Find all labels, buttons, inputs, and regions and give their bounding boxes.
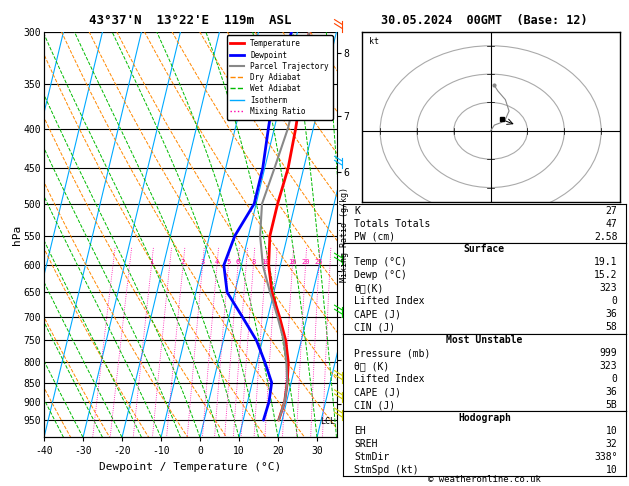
Text: 32: 32 [606,439,617,449]
Text: Lifted Index: Lifted Index [354,374,425,384]
Text: CAPE (J): CAPE (J) [354,387,401,397]
Text: CIN (J): CIN (J) [354,400,395,410]
Text: Pressure (mb): Pressure (mb) [354,348,430,358]
Text: 2.58: 2.58 [594,231,617,242]
Text: StmDir: StmDir [354,452,389,462]
Text: SREH: SREH [354,439,377,449]
Text: θᴇ(K): θᴇ(K) [354,283,384,294]
Text: 3: 3 [201,259,204,265]
Text: 0: 0 [611,296,617,306]
Text: 15.2: 15.2 [594,270,617,280]
Text: 19.1: 19.1 [594,258,617,267]
Text: 999: 999 [599,348,617,358]
Text: Totals Totals: Totals Totals [354,219,430,228]
Text: PW (cm): PW (cm) [354,231,395,242]
Text: EH: EH [354,426,366,436]
Text: Mixing Ratio (g/kg): Mixing Ratio (g/kg) [340,187,348,282]
Text: 8: 8 [251,259,255,265]
Text: θᴇ (K): θᴇ (K) [354,361,389,371]
Text: 36: 36 [606,387,617,397]
Y-axis label: km
ASL: km ASL [360,213,377,235]
Text: StmSpd (kt): StmSpd (kt) [354,465,419,475]
Legend: Temperature, Dewpoint, Parcel Trajectory, Dry Adiabat, Wet Adiabat, Isotherm, Mi: Temperature, Dewpoint, Parcel Trajectory… [226,35,333,120]
Text: 47: 47 [606,219,617,228]
Text: 6: 6 [236,259,240,265]
Text: Temp (°C): Temp (°C) [354,258,407,267]
Text: 2: 2 [181,259,185,265]
Text: Lifted Index: Lifted Index [354,296,425,306]
Text: 10: 10 [606,426,617,436]
X-axis label: Dewpoint / Temperature (°C): Dewpoint / Temperature (°C) [99,462,281,472]
Text: 0: 0 [611,374,617,384]
Text: 30.05.2024  00GMT  (Base: 12): 30.05.2024 00GMT (Base: 12) [381,14,587,27]
Text: LCL: LCL [320,417,335,426]
Text: 5: 5 [226,259,231,265]
Text: Hodograph: Hodograph [458,413,511,423]
Text: Dewp (°C): Dewp (°C) [354,270,407,280]
Text: K: K [354,206,360,216]
Text: 4: 4 [215,259,219,265]
Text: 10: 10 [606,465,617,475]
Text: 1: 1 [149,259,153,265]
Y-axis label: hPa: hPa [12,225,22,244]
Text: 338°: 338° [594,452,617,462]
Text: 323: 323 [599,361,617,371]
Text: 16: 16 [288,259,297,265]
Text: 20: 20 [301,259,309,265]
Text: 43°37'N  13°22'E  119m  ASL: 43°37'N 13°22'E 119m ASL [89,14,291,27]
Text: 36: 36 [606,309,617,319]
Text: kt: kt [369,37,379,46]
Text: Most Unstable: Most Unstable [446,335,523,345]
Text: CAPE (J): CAPE (J) [354,309,401,319]
Text: Surface: Surface [464,244,505,255]
Text: 5B: 5B [606,400,617,410]
Text: 323: 323 [599,283,617,294]
Text: CIN (J): CIN (J) [354,322,395,332]
Text: 10: 10 [262,259,270,265]
Text: 25: 25 [314,259,323,265]
Text: 58: 58 [606,322,617,332]
Text: © weatheronline.co.uk: © weatheronline.co.uk [428,474,541,484]
Text: 27: 27 [606,206,617,216]
